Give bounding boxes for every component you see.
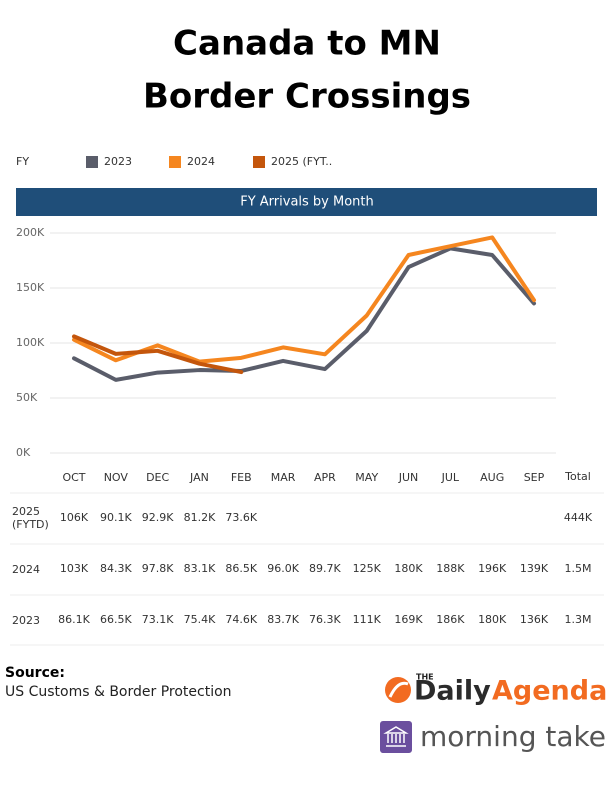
table-value: 90.1K xyxy=(100,511,132,524)
x-tick-label: DEC xyxy=(146,471,169,484)
table-total: 1.3M xyxy=(565,613,592,626)
row-label-box: 2025 (FYTD) xyxy=(12,505,49,531)
legend-swatch xyxy=(169,156,181,168)
logo-daily: Daily xyxy=(414,676,491,707)
table-value: 97.8K xyxy=(142,562,174,575)
row-label: 2023 xyxy=(12,613,40,627)
table-value: 136K xyxy=(520,613,549,626)
logo-icon-building xyxy=(383,726,409,747)
table-value: 96.0K xyxy=(267,562,299,575)
table-value: 76.3K xyxy=(309,613,341,626)
table-value: 86.1K xyxy=(58,613,90,626)
x-tick-label: MAR xyxy=(271,471,296,484)
table-value: 196K xyxy=(478,562,507,575)
table-value: 83.7K xyxy=(267,613,299,626)
logo-morning-take: morning take xyxy=(420,720,606,753)
row-label: 2024 xyxy=(12,562,40,576)
logo-icon-swoosh xyxy=(388,681,409,698)
table-value: 75.4K xyxy=(184,613,216,626)
x-tick-label: APR xyxy=(314,471,336,484)
x-tick-label: MAY xyxy=(355,471,378,484)
table-value: 188K xyxy=(436,562,465,575)
series-line xyxy=(72,246,536,382)
y-tick-label: 100K xyxy=(16,336,45,349)
x-tick-label: JUN xyxy=(398,471,419,484)
title-line: Canada to MN xyxy=(173,24,441,64)
legend-swatch xyxy=(253,156,265,168)
x-tick-label: JUL xyxy=(441,471,460,484)
x-tick-label: NOV xyxy=(104,471,129,484)
legend-swatch xyxy=(86,156,98,168)
source-heading: Source: xyxy=(5,665,65,681)
table-value: 180K xyxy=(478,613,507,626)
chart-banner xyxy=(16,188,597,216)
table-total: 444K xyxy=(564,511,593,524)
table-value: 106K xyxy=(60,511,89,524)
series-line xyxy=(72,334,244,375)
x-tick-label: JAN xyxy=(189,471,209,484)
y-tick-label: 50K xyxy=(16,391,38,404)
y-tick-label: 150K xyxy=(16,281,45,294)
legend-label: 2024 xyxy=(187,155,215,168)
chart-title: FY Arrivals by Month xyxy=(240,195,374,210)
title-line: Border Crossings xyxy=(143,77,471,117)
table-value: 180K xyxy=(394,562,423,575)
x-tick-label: FEB xyxy=(231,471,252,484)
y-tick-label: 0K xyxy=(16,446,31,459)
logo-icon xyxy=(385,677,411,703)
row-label-box: 2023 xyxy=(12,613,40,627)
table-value: 139K xyxy=(520,562,549,575)
table-value: 83.1K xyxy=(184,562,216,575)
morning-take-logo: morning take xyxy=(380,720,606,753)
source-text: US Customs & Border Protection xyxy=(5,684,232,700)
table-value: 103K xyxy=(60,562,89,575)
legend-label: 2025 (FYT.. xyxy=(271,155,332,168)
table-value: 169K xyxy=(394,613,423,626)
daily-agenda-logo: THE Daily Agenda xyxy=(385,673,607,707)
total-header: Total xyxy=(564,470,591,483)
series-line xyxy=(72,235,536,364)
table-value: 73.1K xyxy=(142,613,174,626)
table-value: 84.3K xyxy=(100,562,132,575)
table-value: 89.7K xyxy=(309,562,341,575)
logo-the: THE xyxy=(416,673,434,682)
row-label-box: 2024 xyxy=(12,562,40,576)
x-tick-label: AUG xyxy=(480,471,504,484)
table-value: 125K xyxy=(353,562,382,575)
x-tick-label: SEP xyxy=(524,471,545,484)
x-tick-label: OCT xyxy=(62,471,85,484)
table-value: 92.9K xyxy=(142,511,174,524)
table-total: 1.5M xyxy=(565,562,592,575)
legend-label: 2023 xyxy=(104,155,132,168)
legend-title: FY xyxy=(16,155,29,168)
table-value: 81.2K xyxy=(184,511,216,524)
table-value: 66.5K xyxy=(100,613,132,626)
table-value: 86.5K xyxy=(225,562,257,575)
row-label: 2025 (FYTD) xyxy=(12,505,49,531)
table-value: 74.6K xyxy=(225,613,257,626)
y-tick-label: 200K xyxy=(16,226,45,239)
table-value: 186K xyxy=(436,613,465,626)
table-value: 73.6K xyxy=(225,511,257,524)
table-value: 111K xyxy=(353,613,382,626)
logo-agenda: Agenda xyxy=(492,676,607,707)
